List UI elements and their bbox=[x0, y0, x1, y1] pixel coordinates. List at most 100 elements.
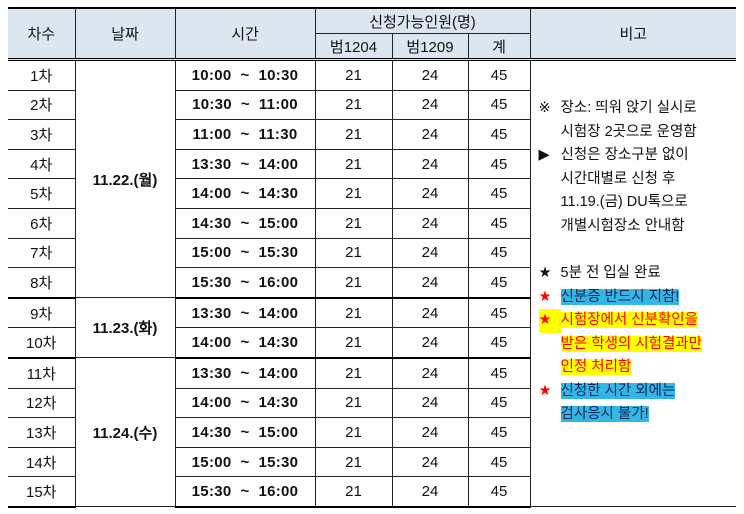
round-cell: 13차 bbox=[8, 417, 76, 448]
header-round: 차수 bbox=[8, 7, 76, 61]
table-row: 2차 10:30 ~ 11:00 21 24 45 bbox=[8, 89, 736, 121]
table-row: 15차 15:30 ~ 16:00 21 24 45 bbox=[8, 476, 736, 508]
note-id-check: 시험장에서 신분확인을 bbox=[560, 312, 698, 328]
header-note: 비고 bbox=[529, 7, 737, 61]
total-cell: 45 bbox=[467, 178, 531, 209]
time-cell: 15:30 ~ 16:00 bbox=[174, 476, 316, 508]
header-date: 날짜 bbox=[74, 7, 176, 61]
date-cell: 11.24.(수) bbox=[74, 357, 176, 508]
time-cell: 14:30 ~ 15:00 bbox=[174, 417, 316, 448]
note-time-only: 신청한 시간 외에는 bbox=[560, 382, 676, 399]
round-cell: 14차 bbox=[8, 446, 76, 478]
total-cell: 45 bbox=[467, 207, 531, 239]
room2-cell: 24 bbox=[391, 357, 469, 389]
table-row: 5차 14:00 ~ 14:30 21 24 45 bbox=[8, 178, 736, 209]
note-location: 장소: 띄워 앉기 실시로 bbox=[560, 100, 697, 116]
room2-cell: 24 bbox=[391, 148, 469, 180]
header-total: 계 bbox=[467, 33, 531, 61]
table-row: 7차 15:00 ~ 15:30 21 24 45 bbox=[8, 237, 736, 269]
room2-cell: 24 bbox=[391, 327, 469, 359]
time-cell: 11:00 ~ 11:30 bbox=[174, 119, 316, 150]
room1-cell: 21 bbox=[314, 207, 393, 239]
table-row: 14차 15:00 ~ 15:30 21 24 45 bbox=[8, 446, 736, 478]
header-room1: 범1204 bbox=[315, 33, 393, 61]
room2-cell: 24 bbox=[391, 59, 469, 91]
room1-cell: 21 bbox=[314, 387, 393, 419]
room2-cell: 24 bbox=[391, 119, 469, 150]
note-arrival: 5분 전 입실 완료 bbox=[560, 265, 661, 281]
table-row: 4차 13:30 ~ 14:00 21 24 45 bbox=[8, 148, 736, 180]
header-room2: 범1209 bbox=[391, 33, 469, 61]
table-row: 10차 14:00 ~ 14:30 21 24 45 bbox=[8, 327, 736, 359]
reference-mark-icon: ※ bbox=[538, 100, 551, 116]
room1-cell: 21 bbox=[314, 119, 393, 150]
note-time-only-2: 검사응시 불가! bbox=[560, 406, 649, 422]
room2-cell: 24 bbox=[391, 267, 469, 299]
note-apply-3: 11.19.(금) DU톡으로 bbox=[560, 194, 688, 210]
round-cell: 3차 bbox=[8, 119, 76, 150]
room2-cell: 24 bbox=[391, 207, 469, 239]
room2-cell: 24 bbox=[391, 297, 469, 329]
time-cell: 14:00 ~ 14:30 bbox=[174, 387, 316, 419]
room2-cell: 24 bbox=[391, 446, 469, 478]
round-cell: 9차 bbox=[8, 297, 76, 329]
room1-cell: 21 bbox=[314, 476, 393, 508]
time-cell: 15:00 ~ 15:30 bbox=[174, 237, 316, 269]
room2-cell: 24 bbox=[391, 476, 469, 508]
room2-cell: 24 bbox=[391, 387, 469, 419]
table-row: 12차 14:00 ~ 14:30 21 24 45 bbox=[8, 387, 736, 419]
note-id-check-2: 받은 학생의 시험결과만 bbox=[560, 335, 702, 352]
star-icon: ★ bbox=[538, 382, 552, 399]
round-cell: 2차 bbox=[8, 89, 76, 121]
time-cell: 15:30 ~ 16:00 bbox=[174, 267, 316, 299]
note-location-2: 시험장 2곳으로 운영함 bbox=[560, 123, 697, 140]
total-cell: 45 bbox=[467, 417, 531, 448]
total-cell: 45 bbox=[467, 237, 531, 269]
note-cell: ※ 장소: 띄워 앉기 실시로 시험장 2곳으로 운영함 ▶ 신청은 장소구분 없이… bbox=[529, 58, 737, 508]
room1-cell: 21 bbox=[314, 297, 393, 329]
note-apply: 신청은 장소구분 없이 bbox=[560, 147, 689, 163]
table-row: 8차 15:30 ~ 16:00 21 24 45 bbox=[8, 267, 736, 299]
total-cell: 45 bbox=[467, 387, 531, 419]
room1-cell: 21 bbox=[314, 237, 393, 269]
round-cell: 8차 bbox=[8, 267, 76, 299]
table-row: 11차 11.24.(수) 13:30 ~ 14:00 21 24 45 bbox=[8, 357, 736, 508]
total-cell: 45 bbox=[467, 148, 531, 180]
time-cell: 14:30 ~ 15:00 bbox=[174, 207, 316, 239]
total-cell: 45 bbox=[467, 476, 531, 508]
total-cell: 45 bbox=[467, 357, 531, 389]
total-cell: 45 bbox=[467, 89, 531, 121]
room1-cell: 21 bbox=[314, 59, 393, 91]
total-cell: 45 bbox=[467, 119, 531, 150]
star-icon: ★ bbox=[538, 288, 552, 305]
round-cell: 5차 bbox=[8, 178, 76, 209]
room1-cell: 21 bbox=[314, 446, 393, 478]
round-cell: 4차 bbox=[8, 148, 76, 180]
schedule-table: 차수 날짜 시간 신청가능인원(명) 비고 범1204 범1209 계 1차 11… bbox=[8, 7, 737, 508]
round-cell: 15차 bbox=[8, 476, 76, 508]
table-row: 3차 11:00 ~ 11:30 21 24 45 bbox=[8, 119, 736, 150]
time-cell: 10:30 ~ 11:00 bbox=[174, 89, 316, 121]
room1-cell: 21 bbox=[314, 327, 393, 359]
room1-cell: 21 bbox=[314, 89, 393, 121]
star-icon: ★ bbox=[538, 309, 561, 333]
round-cell: 10차 bbox=[8, 327, 76, 359]
time-cell: 15:00 ~ 15:30 bbox=[174, 446, 316, 478]
note-apply-2: 시간대별로 신청 후 bbox=[560, 170, 676, 187]
total-cell: 45 bbox=[467, 267, 531, 299]
room2-cell: 24 bbox=[391, 417, 469, 448]
time-cell: 13:30 ~ 14:00 bbox=[174, 148, 316, 180]
round-cell: 1차 bbox=[8, 59, 76, 91]
time-cell: 14:00 ~ 14:30 bbox=[174, 178, 316, 209]
note-apply-4: 개별시험장소 안내함 bbox=[560, 217, 685, 234]
room1-cell: 21 bbox=[314, 178, 393, 209]
note-id-card: 신분증 반드시 지참! bbox=[560, 288, 680, 305]
time-cell: 13:30 ~ 14:00 bbox=[174, 357, 316, 389]
time-cell: 10:00 ~ 10:30 bbox=[174, 59, 316, 91]
time-cell: 14:00 ~ 14:30 bbox=[174, 327, 316, 359]
note-id-check-3: 인정 처리함 bbox=[560, 359, 632, 375]
star-icon: ★ bbox=[538, 265, 552, 281]
room1-cell: 21 bbox=[314, 148, 393, 180]
total-cell: 45 bbox=[467, 327, 531, 359]
total-cell: 45 bbox=[467, 446, 531, 478]
